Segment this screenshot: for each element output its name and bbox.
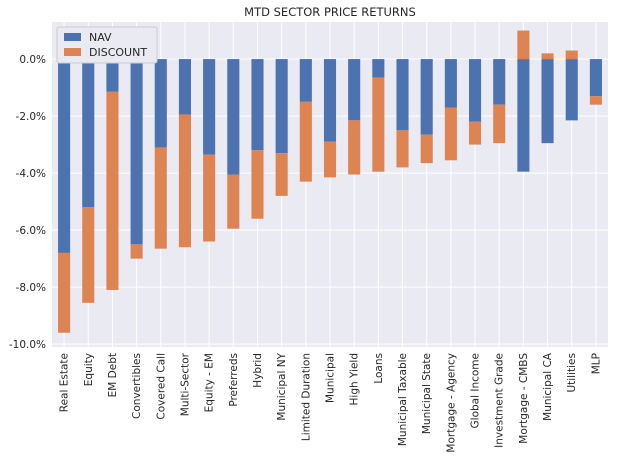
bar-discount-preferreds bbox=[227, 174, 240, 229]
bar-nav-global-income bbox=[469, 59, 482, 122]
bar-discount-covered-call bbox=[154, 147, 167, 249]
bar-nav-limited-duration bbox=[299, 59, 312, 102]
bar-discount-convertibles bbox=[130, 244, 143, 259]
x-tick-label: Municipal Taxable bbox=[397, 353, 409, 446]
bar-discount-em-debt bbox=[106, 91, 119, 290]
bar-discount-municipal bbox=[323, 141, 337, 178]
bar-nav-convertibles bbox=[130, 59, 143, 245]
bar-nav-equity-em bbox=[203, 59, 216, 155]
bar-nav-hybrid bbox=[251, 59, 264, 151]
x-tick-label: Utilities bbox=[566, 353, 578, 393]
x-tick-label: Municipal bbox=[325, 353, 337, 403]
x-axis-tick-labels: Real Estate Equity EM Debt Convertibles Cove… bbox=[59, 352, 603, 452]
bar-discount-mortgage-agency bbox=[444, 107, 457, 161]
bar-discount-municipal-taxable bbox=[396, 130, 409, 168]
x-tick-label: Covered Call bbox=[155, 353, 167, 420]
bar-discount-limited-duration bbox=[299, 101, 312, 182]
bar-discount-equity bbox=[82, 207, 95, 303]
bar-discount-equity-em bbox=[203, 154, 216, 242]
x-tick-label: Limited Duration bbox=[300, 353, 312, 441]
x-tick-label: Hybrid bbox=[252, 353, 264, 388]
bar-nav-mortgage-agency bbox=[444, 59, 457, 108]
bar-discount-global-income bbox=[469, 121, 482, 145]
bar-nav-real-estate bbox=[58, 59, 71, 253]
bar-nav-preferreds bbox=[227, 59, 240, 175]
legend-label-nav: NAV bbox=[89, 31, 112, 44]
y-tick-label: -8.0% bbox=[16, 282, 46, 294]
x-tick-label: Real Estate bbox=[59, 353, 71, 412]
bar-discount-utilities bbox=[565, 50, 578, 60]
x-tick-label: Mortgage - CMBS bbox=[518, 353, 530, 444]
x-tick-label: Loans bbox=[373, 353, 385, 384]
bar-nav-municipal-state bbox=[420, 59, 433, 135]
bar-nav-mortgage-cmbs bbox=[517, 59, 530, 172]
x-tick-label: Multi-Sector bbox=[179, 352, 191, 416]
bar-nav-investment-grade bbox=[493, 59, 506, 105]
bar-nav-municipal bbox=[323, 59, 337, 142]
bar-nav-municipal-taxable bbox=[396, 59, 409, 131]
y-axis-tick-labels: 0.0% -2.0% -4.0% -6.0% -8.0% -10.0% bbox=[9, 54, 46, 351]
y-tick-label: -6.0% bbox=[16, 225, 46, 237]
legend-swatch-nav bbox=[64, 33, 81, 41]
x-tick-label: Preferreds bbox=[228, 353, 240, 407]
bar-discount-real-estate bbox=[58, 252, 71, 333]
chart-title: MTD SECTOR PRICE RETURNS bbox=[244, 5, 416, 19]
x-tick-label: Mortgage - Agency bbox=[445, 353, 457, 453]
bar-discount-multi-sector bbox=[178, 114, 191, 248]
bar-discount-mortgage-cmbs bbox=[517, 30, 530, 60]
x-tick-label: Equity bbox=[83, 353, 95, 386]
x-tick-label: Municipal State bbox=[421, 353, 433, 434]
bar-nav-covered-call bbox=[154, 59, 167, 148]
x-tick-label: MLP bbox=[590, 353, 602, 374]
bar-nav-municipal-ca bbox=[541, 59, 554, 144]
bar-nav-mlp bbox=[589, 59, 602, 97]
bar-discount-municipal-ny bbox=[275, 153, 288, 196]
y-tick-label: -4.0% bbox=[16, 168, 46, 180]
legend-label-discount: DISCOUNT bbox=[89, 46, 147, 59]
bar-nav-high-yield bbox=[348, 59, 361, 121]
bar-discount-loans bbox=[372, 77, 385, 172]
bar-discount-hybrid bbox=[251, 150, 264, 219]
x-tick-label: Municipal NY bbox=[276, 352, 288, 420]
x-tick-label: Equity - EM bbox=[204, 353, 216, 412]
bar-discount-mlp bbox=[589, 96, 602, 105]
y-tick-label: -2.0% bbox=[16, 111, 46, 123]
bar-nav-multi-sector bbox=[178, 59, 191, 115]
y-tick-label: -10.0% bbox=[9, 339, 46, 351]
bar-nav-em-debt bbox=[106, 59, 119, 92]
bar-discount-municipal-ca bbox=[541, 53, 554, 60]
legend-box bbox=[56, 26, 158, 64]
bar-nav-municipal-ny bbox=[275, 59, 288, 154]
bar-nav-loans bbox=[372, 59, 385, 78]
bars bbox=[58, 30, 602, 333]
bar-nav-utilities bbox=[565, 59, 578, 121]
x-tick-label: Investment Grade bbox=[494, 353, 506, 448]
bar-nav-equity bbox=[82, 59, 95, 208]
x-tick-label: Convertibles bbox=[131, 353, 143, 419]
x-tick-label: Global Income bbox=[470, 353, 482, 428]
bar-discount-high-yield bbox=[348, 120, 361, 175]
x-tick-label: Municipal CA bbox=[542, 352, 554, 421]
bar-discount-municipal-state bbox=[420, 134, 433, 164]
x-tick-label: EM Debt bbox=[107, 353, 119, 397]
legend: NAV DISCOUNT bbox=[56, 26, 158, 64]
bar-discount-investment-grade bbox=[493, 104, 506, 144]
legend-swatch-discount bbox=[64, 48, 81, 56]
y-tick-label: 0.0% bbox=[19, 54, 46, 66]
x-tick-label: High Yield bbox=[349, 353, 361, 405]
